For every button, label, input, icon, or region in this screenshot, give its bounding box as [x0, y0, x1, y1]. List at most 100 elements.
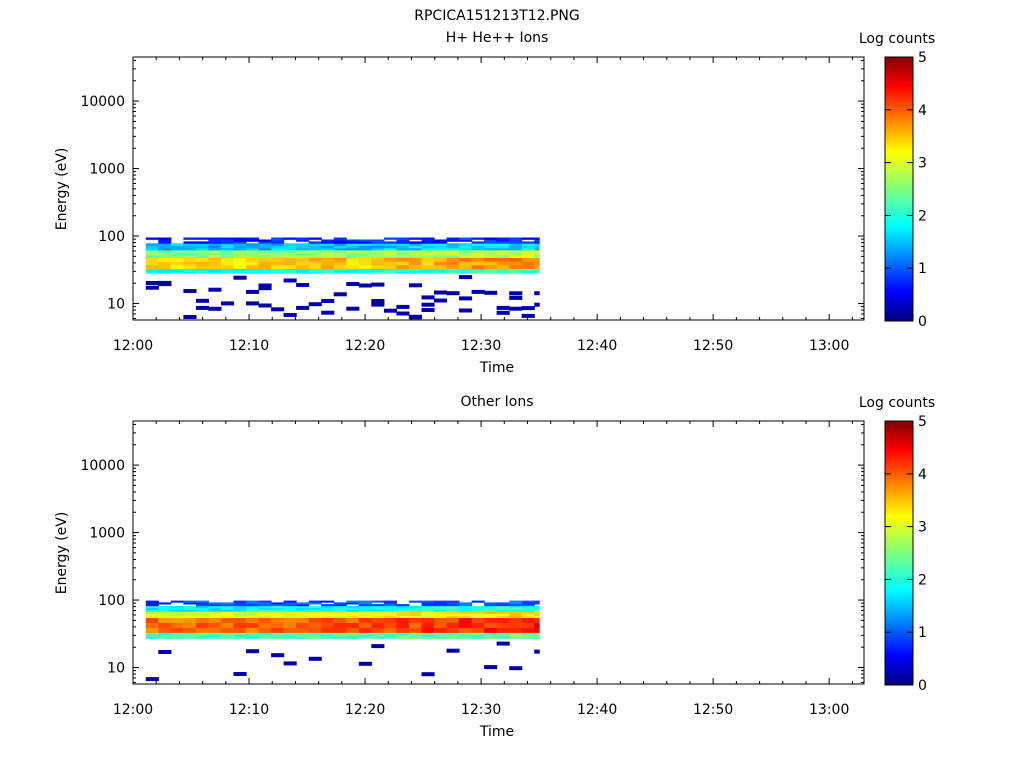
spectrogram-cell — [208, 611, 222, 614]
spectrogram-cell — [408, 632, 422, 635]
spectrogram-cell — [371, 632, 385, 635]
spectrogram-cell — [408, 283, 422, 288]
spectrogram-cell — [471, 632, 485, 635]
spectrogram-cell — [333, 268, 347, 271]
spectrogram-cell — [321, 636, 335, 639]
spectrogram-cell — [158, 268, 172, 271]
spectrogram-cell — [371, 613, 385, 616]
spectrogram-cell — [246, 257, 260, 262]
spectrogram-cell — [521, 243, 535, 246]
y-tick-label: 100 — [98, 229, 125, 245]
spectrogram-cell — [434, 632, 448, 635]
spectrogram-cell — [346, 636, 360, 639]
spectrogram-cell — [496, 245, 510, 249]
spectrogram-cell — [534, 609, 540, 612]
spectrogram-cell — [208, 602, 222, 605]
spectrogram-cell — [358, 261, 372, 266]
spectrogram-cell — [521, 247, 535, 251]
spectrogram-cell — [396, 607, 410, 610]
spectrogram-cell — [434, 252, 448, 256]
spectrogram-cell — [283, 257, 297, 262]
spectrogram-cell — [208, 270, 222, 273]
spectrogram-cell — [408, 250, 422, 253]
spectrogram-cell — [183, 257, 197, 262]
spectrogram-cell — [183, 237, 197, 240]
spectrogram-cell — [459, 261, 473, 266]
spectrogram-cell — [484, 617, 498, 623]
spectrogram-cell — [358, 252, 372, 256]
spectrogram-cell — [371, 241, 385, 244]
spectrogram-cell — [158, 632, 172, 635]
spectrogram-cell — [509, 255, 523, 258]
spectrogram-cell — [221, 270, 235, 273]
spectrogram-cell — [183, 617, 197, 623]
spectrogram-cell — [296, 605, 310, 609]
spectrogram-cell — [170, 636, 184, 639]
spectrogram-cell — [195, 298, 209, 303]
colorbar-tick-label: 4 — [918, 103, 927, 119]
spectrogram-cell — [396, 271, 410, 274]
spectrogram-cell — [221, 609, 235, 612]
y-axis-label: Energy (eV) — [54, 148, 70, 231]
spectrogram-cell — [371, 302, 385, 307]
spectrogram-cell — [383, 257, 397, 262]
spectrogram-cell — [271, 247, 285, 251]
spectrogram-cell — [396, 252, 410, 256]
spectrogram-cell — [383, 611, 397, 614]
spectrogram-cell — [283, 600, 297, 603]
spectrogram-cell — [233, 245, 247, 249]
spectrogram-cell — [221, 264, 235, 269]
spectrogram-cell — [233, 239, 247, 242]
spectrogram-cell — [521, 613, 535, 616]
spectrogram-cell — [408, 622, 422, 628]
spectrogram-cell — [521, 611, 535, 614]
spectrogram-cell — [534, 634, 540, 637]
spectrogram-cell — [471, 241, 485, 244]
spectrogram-cell — [521, 250, 535, 253]
spectrogram-cell — [158, 602, 172, 605]
spectrogram-cell — [509, 600, 523, 603]
colorbar — [884, 56, 914, 322]
spectrogram-cell — [534, 264, 540, 269]
spectrogram-cell — [484, 613, 498, 616]
spectrogram-cell — [421, 308, 435, 312]
spectrogram-cell — [396, 611, 410, 614]
spectrogram-cell — [434, 602, 448, 605]
spectrogram-cell — [509, 271, 523, 274]
spectrogram-cell — [233, 627, 247, 633]
spectrogram-cell — [408, 257, 422, 262]
spectrogram-cell — [333, 250, 347, 253]
spectrogram-cell — [271, 653, 285, 658]
spectrogram-cell — [221, 241, 235, 244]
spectrogram-cell — [233, 275, 247, 280]
spectrogram-cell — [296, 607, 310, 610]
spectrogram-cell — [383, 270, 397, 273]
spectrogram-cell — [246, 261, 260, 266]
spectrogram-cell — [258, 264, 272, 269]
spectrogram-cell — [459, 627, 473, 633]
spectrogram-cell — [446, 291, 460, 296]
spectrogram-cell — [308, 237, 322, 240]
spectrogram-cell — [471, 257, 485, 262]
spectrogram-cell — [246, 634, 260, 637]
spectrogram-cell — [271, 264, 285, 269]
spectrogram-cell — [509, 632, 523, 635]
spectrogram-cell — [534, 291, 540, 296]
spectrogram-cell — [521, 617, 535, 623]
spectrogram-cell — [145, 245, 159, 249]
spectrogram-cell — [421, 268, 435, 271]
spectrogram-cell — [258, 632, 272, 635]
spectrogram-cell — [333, 271, 347, 274]
spectrogram-cell — [283, 271, 297, 274]
spectrogram-cell — [246, 250, 260, 253]
spectrogram-cell — [170, 627, 184, 633]
spectrogram-cell — [396, 261, 410, 266]
spectrogram-cell — [246, 611, 260, 614]
spectrogram-cell — [221, 627, 235, 633]
spectrogram-cell — [408, 605, 422, 609]
spectrogram-cell — [496, 255, 510, 258]
spectrogram-cell — [408, 252, 422, 256]
spectrogram-cell — [459, 296, 473, 301]
spectrogram-cell — [258, 636, 272, 639]
spectrogram-cell — [208, 615, 222, 618]
